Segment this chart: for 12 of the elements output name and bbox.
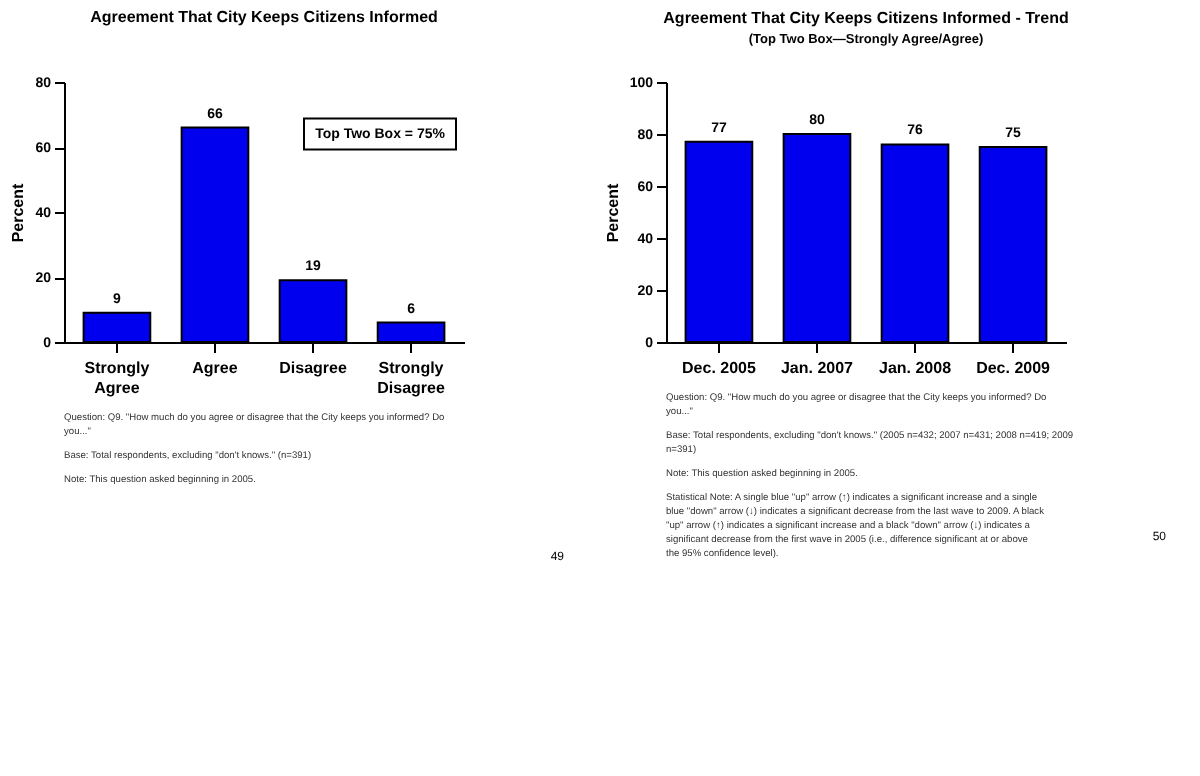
- x-tick-label: Disagree: [279, 359, 348, 377]
- x-tick-label: Dec. 2005: [682, 359, 757, 377]
- chart-title: Agreement That City Keeps Citizens Informed: [90, 8, 439, 26]
- x-tick-label: Agree: [192, 359, 239, 377]
- x-tick-label: Strongly Disagree: [377, 359, 446, 397]
- x-tick-label: Jan. 2008: [878, 359, 953, 377]
- x-tick-label: Jan. 2007: [780, 359, 855, 377]
- y-axis-title: Percent: [603, 182, 622, 243]
- y-axis-title: Percent: [9, 182, 28, 243]
- x-tick-label: Dec. 2009: [976, 359, 1052, 377]
- chart-title: Agreement That City Keeps Citizens Informed - Trend: [663, 9, 1069, 27]
- x-tick-label: Strongly Agree: [84, 359, 151, 397]
